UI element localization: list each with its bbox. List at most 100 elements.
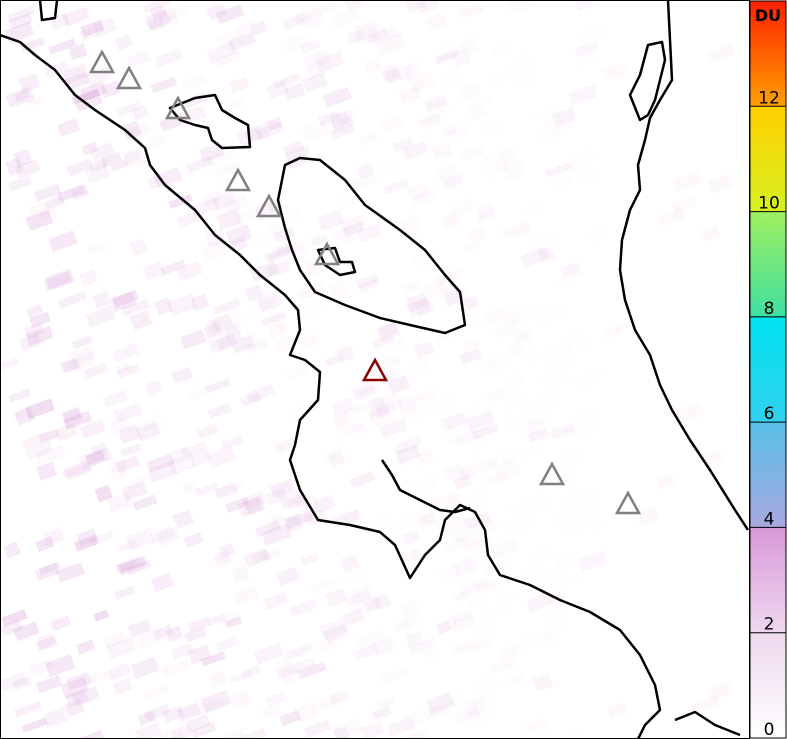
retrieval-pixel [211, 190, 237, 212]
retrieval-pixel [344, 0, 363, 12]
retrieval-pixel [29, 657, 55, 677]
retrieval-pixel [86, 242, 107, 256]
retrieval-pixel [126, 50, 151, 68]
retrieval-pixel [423, 702, 451, 721]
retrieval-pixel [125, 528, 155, 551]
retrieval-pixel [3, 541, 21, 559]
retrieval-pixel [352, 584, 373, 598]
retrieval-pixel [44, 653, 76, 678]
retrieval-pixel [549, 423, 576, 439]
retrieval-pixel [297, 656, 317, 671]
retrieval-pixel [181, 479, 200, 496]
retrieval-pixel [375, 695, 395, 710]
retrieval-pixel [413, 340, 435, 359]
retrieval-pixel [279, 33, 309, 55]
retrieval-pixel [403, 608, 425, 628]
retrieval-pixel [110, 159, 129, 172]
retrieval-pixel [578, 23, 607, 43]
retrieval-pixel [485, 388, 506, 403]
retrieval-pixel [359, 720, 385, 739]
retrieval-pixel [206, 313, 235, 336]
retrieval-pixel [471, 676, 492, 696]
retrieval-pixel [285, 364, 309, 380]
retrieval-pixel [56, 118, 80, 138]
retrieval-pixel [336, 108, 358, 126]
retrieval-pixel [512, 329, 530, 345]
coastlines [0, 0, 750, 739]
retrieval-pixel [114, 585, 136, 600]
retrieval-pixel [442, 462, 466, 480]
retrieval-pixel [143, 703, 171, 722]
retrieval-pixel [296, 282, 326, 302]
retrieval-pixel [215, 636, 239, 652]
retrieval-pixel [25, 304, 44, 319]
retrieval-pixel [34, 183, 62, 202]
retrieval-pixel [223, 194, 249, 214]
retrieval-pixel [38, 206, 57, 221]
retrieval-pixel [21, 431, 52, 452]
retrieval-pixel [175, 209, 203, 229]
retrieval-pixel [7, 175, 33, 192]
retrieval-pixel [269, 479, 295, 498]
retrieval-pixel [105, 636, 137, 660]
retrieval-pixel [159, 726, 185, 739]
retrieval-pixel [450, 197, 476, 217]
retrieval-pixel [36, 632, 55, 649]
retrieval-pixel [355, 162, 375, 179]
colorbar-tick-label: 10 [758, 194, 780, 214]
retrieval-pixel [324, 353, 345, 368]
retrieval-pixel [466, 410, 495, 431]
retrieval-pixel [310, 577, 338, 594]
retrieval-pixel [79, 269, 98, 287]
retrieval-pixel [215, 3, 245, 25]
retrieval-pixel [223, 97, 246, 113]
retrieval-pixel [129, 309, 153, 330]
retrieval-pixel [707, 680, 734, 702]
retrieval-pixel [118, 556, 147, 574]
retrieval-pixel [301, 12, 326, 30]
retrieval-pixel [475, 201, 497, 221]
retrieval-pixel [462, 338, 480, 352]
retrieval-pixel [387, 515, 413, 533]
retrieval-pixel [116, 101, 141, 117]
retrieval-pixel [253, 642, 284, 665]
retrieval-pixel [359, 132, 378, 146]
retrieval-pixel [198, 142, 225, 163]
retrieval-pixel [0, 672, 27, 692]
retrieval-pixel [671, 196, 697, 213]
retrieval-pixel [13, 148, 33, 168]
retrieval-pixel [230, 334, 256, 354]
retrieval-pixel [442, 174, 465, 190]
retrieval-pixel [503, 393, 531, 411]
retrieval-pixel [451, 48, 471, 68]
retrieval-pixel [126, 559, 152, 576]
retrieval-pixel [551, 107, 578, 128]
retrieval-pixel [374, 161, 397, 179]
retrieval-pixel [569, 328, 586, 341]
retrieval-pixel [142, 260, 166, 281]
retrieval-pixel [391, 136, 415, 152]
retrieval-pixel [28, 202, 48, 219]
retrieval-pixel [512, 444, 539, 463]
retrieval-pixel [195, 482, 219, 497]
retrieval-pixel [44, 60, 70, 78]
retrieval-pixel [10, 406, 34, 424]
retrieval-pixel [183, 73, 208, 91]
retrieval-pixel [319, 695, 341, 712]
retrieval-pixel [25, 209, 54, 231]
retrieval-pixel [349, 470, 376, 489]
retrieval-pixel [43, 195, 66, 211]
retrieval-pixel [201, 651, 227, 667]
retrieval-pixel [473, 619, 492, 637]
retrieval-pixel [42, 707, 69, 728]
retrieval-pixel [260, 311, 287, 327]
retrieval-pixel [357, 223, 383, 243]
retrieval-pixel [474, 578, 499, 595]
colorbar-tick-label: 12 [758, 88, 780, 108]
retrieval-pixel [206, 148, 236, 166]
retrieval-pixel [186, 387, 207, 402]
retrieval-pixel [127, 618, 152, 638]
retrieval-pixel [450, 614, 476, 632]
retrieval-pixel [167, 453, 197, 476]
retrieval-pixel [505, 371, 525, 389]
